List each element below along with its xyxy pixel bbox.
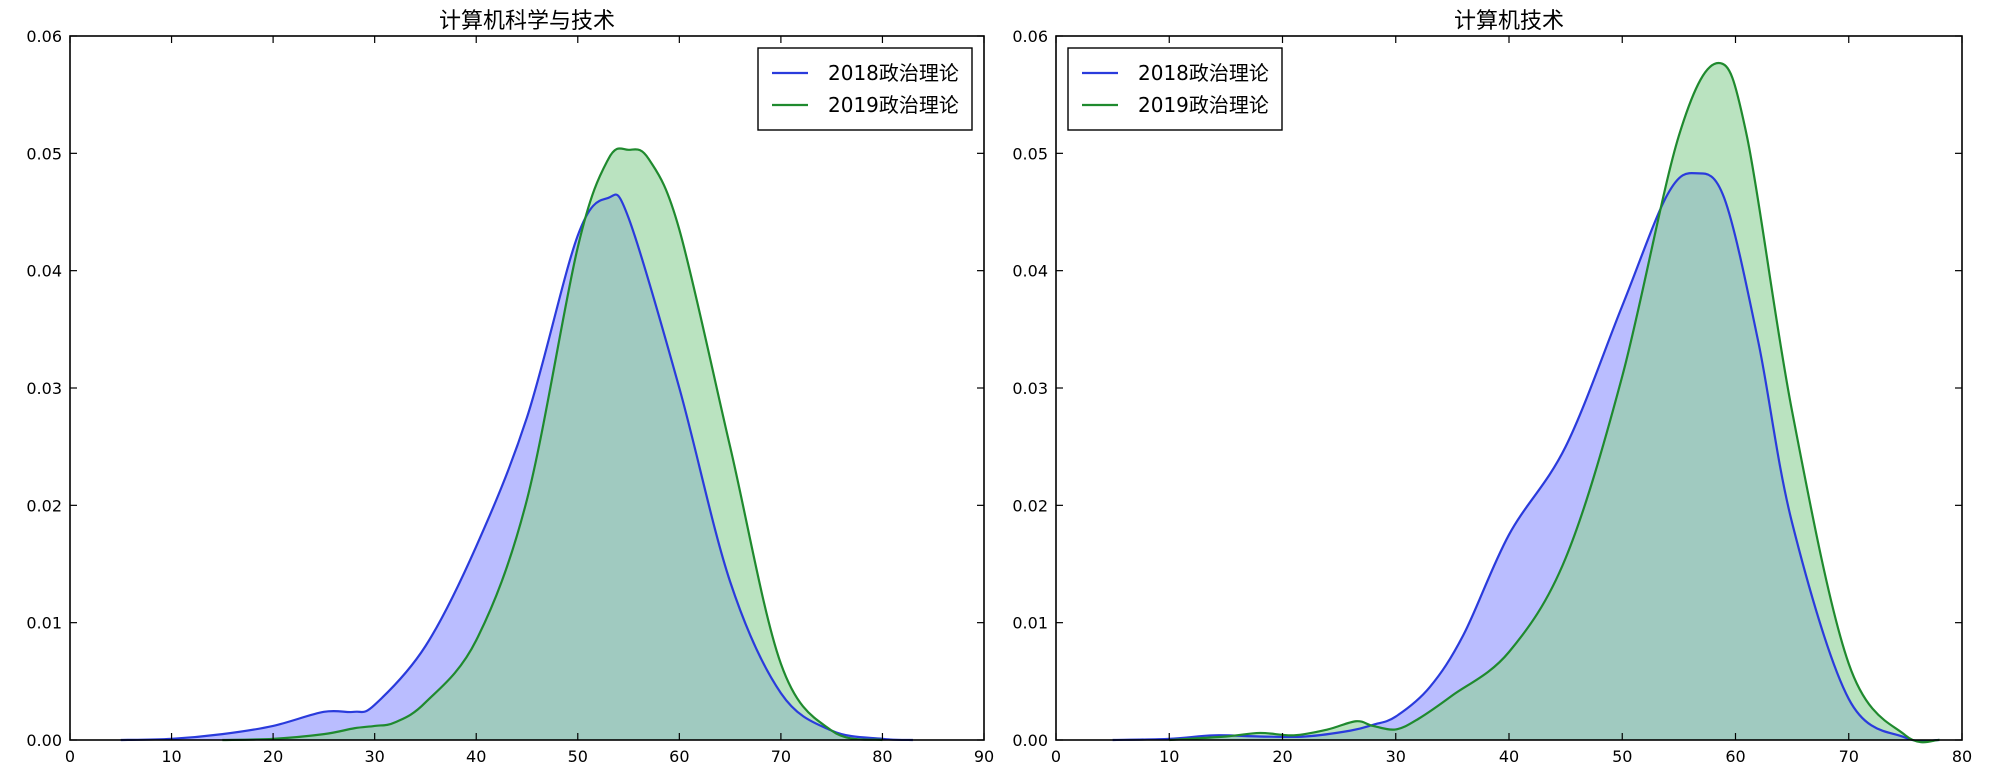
- legend: 2018政治理论 2019政治理论: [757, 47, 973, 131]
- x-tick-label: 80: [872, 747, 892, 766]
- series-lines: [1112, 61, 1940, 744]
- x-tick-label: 40: [1499, 747, 1519, 766]
- right-chart-panel: 计算机技术 0 10 20 30 40 50 60 70 80 0.00 0.01 0.02 0.03 0.…: [1012, 9, 1972, 766]
- series-2019-line: [1169, 61, 1940, 744]
- x-tick-label: 60: [1725, 747, 1745, 766]
- y-tick-label: 0.06: [1012, 27, 1048, 46]
- series-2019-area: [222, 148, 883, 740]
- series-2018-line: [120, 193, 913, 742]
- y-tick-label: 0.04: [26, 262, 62, 281]
- chart-title: 计算机技术: [1454, 9, 1564, 34]
- series-fills: [1112, 62, 1940, 743]
- series-2018-line: [1112, 172, 1940, 743]
- y-tick-label: 0.03: [26, 379, 62, 398]
- y-tick-label: 0.00: [26, 731, 62, 750]
- legend-box: [757, 47, 973, 131]
- x-tick-label: 20: [1272, 747, 1292, 766]
- y-tick-label: 0.06: [26, 27, 62, 46]
- series-2019-area: [1169, 62, 1940, 743]
- x-tick-label: 80: [1952, 747, 1972, 766]
- series-2019-line: [222, 147, 883, 742]
- series-fills: [120, 148, 913, 740]
- y-tick-label: 0.05: [26, 144, 62, 163]
- x-tick-label: 0: [1051, 747, 1061, 766]
- x-tick-label: 30: [364, 747, 384, 766]
- legend-box: [1067, 47, 1283, 131]
- x-tick-label: 30: [1386, 747, 1406, 766]
- y-tick-label: 0.03: [1012, 379, 1048, 398]
- x-tick-label: 0: [65, 747, 75, 766]
- x-tick-label: 20: [263, 747, 283, 766]
- x-tick-label: 40: [466, 747, 486, 766]
- x-tick-label: 50: [1612, 747, 1632, 766]
- legend-label-2018: 2018政治理论: [828, 61, 959, 85]
- x-tick-label: 10: [1159, 747, 1179, 766]
- legend-label-2019: 2019政治理论: [828, 93, 959, 117]
- x-tick-label: 50: [568, 747, 588, 766]
- legend-label-2018: 2018政治理论: [1138, 61, 1269, 85]
- series-lines: [120, 147, 913, 742]
- y-tick-label: 0.02: [1012, 496, 1048, 515]
- x-tick-label: 70: [771, 747, 791, 766]
- y-tick-label: 0.05: [1012, 144, 1048, 163]
- legend: 2018政治理论 2019政治理论: [1067, 47, 1283, 131]
- y-tick-label: 0.00: [1012, 731, 1048, 750]
- x-tick-label: 90: [974, 747, 994, 766]
- y-tick-label: 0.04: [1012, 262, 1048, 281]
- y-tick-label: 0.01: [26, 614, 62, 633]
- x-tick-label: 70: [1839, 747, 1859, 766]
- chart-title: 计算机科学与技术: [439, 9, 615, 34]
- left-chart-panel: 计算机科学与技术 0 10 20 30 40 50 60 70 80 90 0.00 0.01 0.02 0…: [26, 9, 994, 766]
- y-tick-label: 0.02: [26, 496, 62, 515]
- y-tick-label: 0.01: [1012, 614, 1048, 633]
- legend-label-2019: 2019政治理论: [1138, 93, 1269, 117]
- x-tick-label: 10: [161, 747, 181, 766]
- x-tick-label: 60: [669, 747, 689, 766]
